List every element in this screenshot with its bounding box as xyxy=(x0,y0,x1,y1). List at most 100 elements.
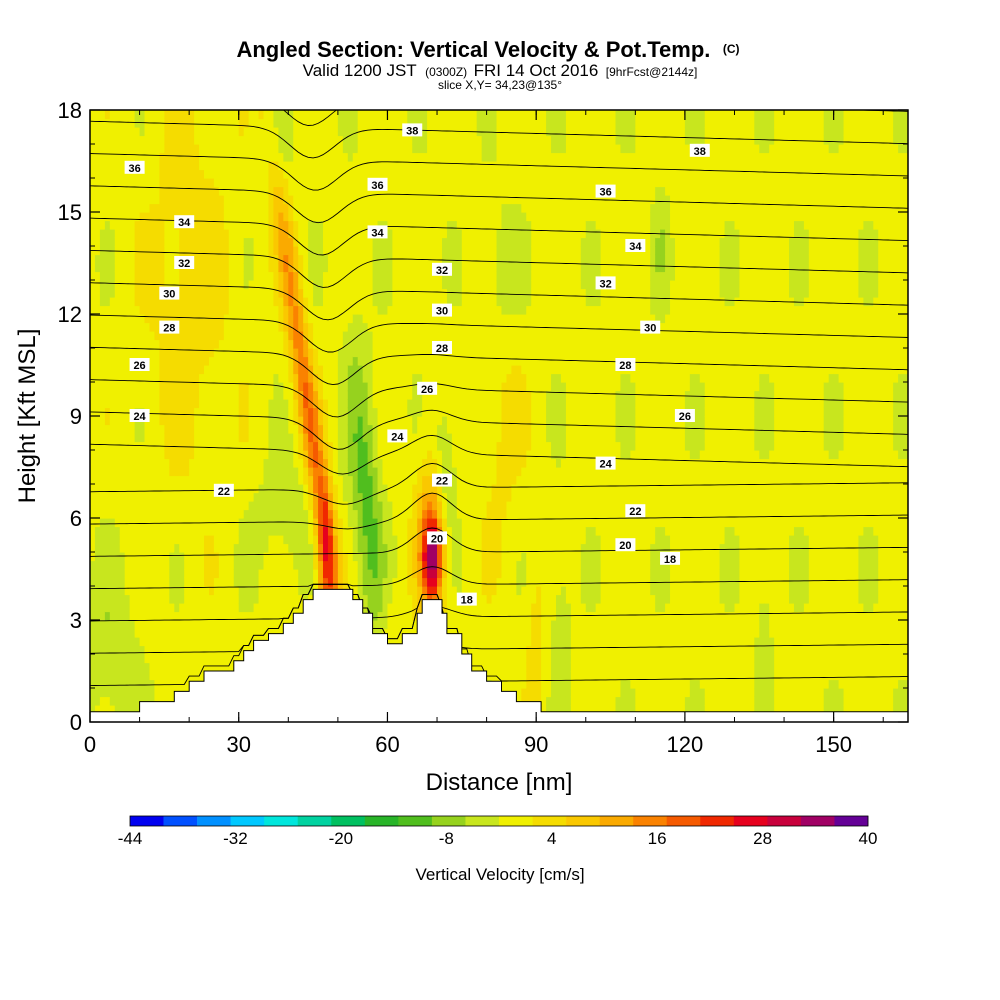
velocity-cell xyxy=(213,586,220,596)
velocity-cell xyxy=(392,543,398,553)
velocity-cell xyxy=(238,365,245,375)
velocity-cell xyxy=(204,365,210,375)
velocity-cell xyxy=(94,586,101,596)
velocity-cell xyxy=(283,560,289,570)
velocity-cell xyxy=(159,178,165,188)
velocity-cell xyxy=(422,348,428,358)
velocity-cell xyxy=(362,254,369,264)
velocity-cell xyxy=(258,110,265,120)
velocity-cell xyxy=(124,110,131,120)
velocity-cell xyxy=(253,586,260,596)
velocity-cell xyxy=(184,441,190,451)
velocity-cell xyxy=(159,305,165,315)
velocity-cell xyxy=(159,195,165,205)
velocity-cell xyxy=(402,373,408,383)
velocity-cell xyxy=(283,305,289,315)
velocity-cell xyxy=(422,535,428,545)
velocity-cell xyxy=(298,229,304,239)
velocity-cell xyxy=(248,535,255,545)
velocity-cell xyxy=(377,390,384,400)
velocity-cell xyxy=(248,271,255,281)
velocity-cell xyxy=(323,552,329,562)
velocity-cell xyxy=(308,535,314,545)
velocity-cell xyxy=(352,322,359,332)
velocity-cell xyxy=(233,637,240,647)
velocity-cell xyxy=(129,645,136,655)
velocity-cell xyxy=(218,620,225,630)
velocity-cell xyxy=(357,518,364,528)
velocity-cell xyxy=(288,186,294,196)
velocity-cell xyxy=(318,390,324,400)
velocity-cell xyxy=(169,696,175,706)
velocity-cell xyxy=(407,509,413,519)
velocity-cell xyxy=(90,161,96,171)
velocity-cell xyxy=(253,569,260,579)
velocity-cell xyxy=(273,501,279,511)
velocity-cell xyxy=(347,450,354,460)
velocity-cell xyxy=(164,637,170,647)
velocity-cell xyxy=(273,543,279,553)
velocity-cell xyxy=(194,586,200,596)
velocity-cell xyxy=(298,144,304,154)
velocity-cell xyxy=(327,203,334,213)
velocity-cell xyxy=(352,543,359,553)
velocity-cell xyxy=(352,594,359,604)
velocity-cell xyxy=(422,339,428,349)
velocity-cell xyxy=(223,450,230,460)
velocity-cell xyxy=(313,314,319,324)
velocity-cell xyxy=(327,348,334,358)
velocity-cell xyxy=(347,254,354,264)
velocity-cell xyxy=(263,620,270,630)
velocity-cell xyxy=(303,569,309,579)
velocity-cell xyxy=(228,654,235,664)
velocity-cell xyxy=(397,152,403,162)
velocity-cell xyxy=(228,662,235,672)
velocity-cell xyxy=(268,178,275,188)
velocity-cell xyxy=(119,594,126,604)
velocity-cell xyxy=(397,118,403,128)
velocity-cell xyxy=(422,373,428,383)
velocity-cell xyxy=(208,322,215,332)
velocity-cell xyxy=(283,178,289,188)
velocity-cell xyxy=(228,229,235,239)
velocity-cell xyxy=(417,118,423,128)
velocity-cell xyxy=(397,543,403,553)
velocity-cell xyxy=(119,705,126,715)
velocity-cell xyxy=(114,305,121,315)
velocity-cell xyxy=(99,263,106,273)
velocity-cell xyxy=(273,552,279,562)
velocity-cell xyxy=(90,195,96,205)
velocity-cell xyxy=(377,526,384,536)
velocity-cell xyxy=(154,560,161,570)
velocity-cell xyxy=(397,339,403,349)
velocity-cell xyxy=(327,152,334,162)
velocity-cell xyxy=(392,586,398,596)
velocity-cell xyxy=(387,331,394,341)
velocity-cell xyxy=(149,671,156,681)
velocity-cell xyxy=(362,339,369,349)
velocity-cell xyxy=(204,620,210,630)
velocity-cell xyxy=(179,178,185,188)
velocity-cell xyxy=(352,535,359,545)
velocity-cell xyxy=(134,509,141,519)
velocity-cell xyxy=(377,271,384,281)
velocity-cell xyxy=(352,416,359,426)
velocity-cell xyxy=(179,127,185,137)
velocity-cell xyxy=(402,543,408,553)
velocity-cell xyxy=(238,263,245,273)
velocity-cell xyxy=(337,288,344,298)
velocity-cell xyxy=(392,203,398,213)
velocity-cell xyxy=(377,535,384,545)
velocity-cell xyxy=(243,509,250,519)
velocity-cell xyxy=(154,237,161,247)
velocity-cell xyxy=(218,560,225,570)
velocity-cell xyxy=(199,212,205,222)
velocity-cell xyxy=(223,577,230,587)
velocity-cell xyxy=(169,169,175,179)
velocity-cell xyxy=(313,365,319,375)
velocity-cell xyxy=(189,118,195,128)
velocity-cell xyxy=(392,407,398,417)
velocity-cell xyxy=(352,339,359,349)
velocity-cell xyxy=(119,671,126,681)
velocity-cell xyxy=(397,144,403,154)
